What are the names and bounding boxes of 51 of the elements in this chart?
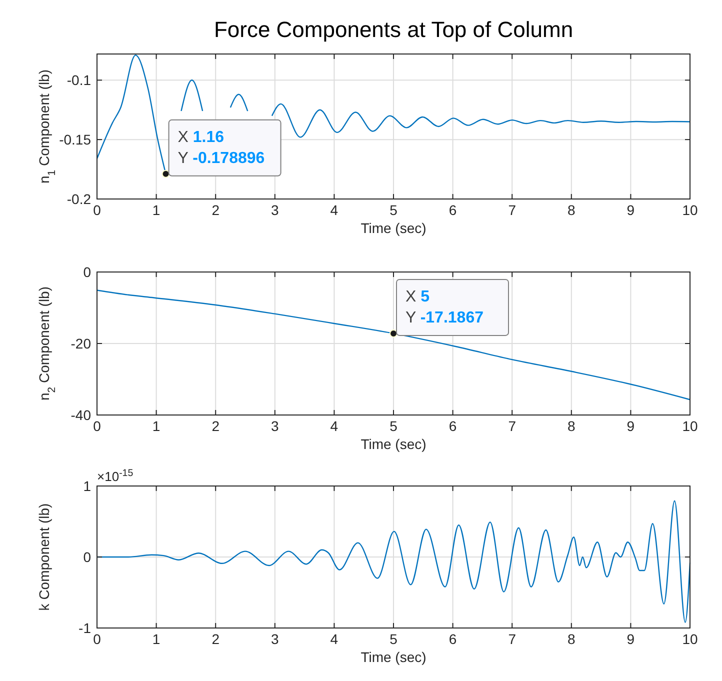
- y-tick-label: -40: [70, 407, 92, 423]
- x-tick-label: 7: [508, 631, 516, 647]
- x-tick-label: 5: [390, 202, 398, 218]
- y-tick-label: -0.1: [66, 72, 92, 88]
- y-tick-label: 0: [83, 549, 92, 565]
- x-tick-label: 4: [330, 631, 338, 647]
- line-series: [96, 290, 691, 400]
- x-tick-label: 10: [682, 631, 698, 647]
- x-tick-label: 8: [568, 202, 576, 218]
- x-tick-label: 6: [448, 418, 457, 434]
- x-tick-label: 0: [93, 202, 102, 218]
- x-tick-label: 2: [212, 631, 220, 647]
- x-tick-label: 8: [568, 418, 576, 434]
- x-axis-title: Time (sec): [360, 436, 426, 452]
- annotation: X 5 Y -17.1867: [406, 288, 484, 326]
- annotation: X 1.16 Y -0.178896: [178, 128, 265, 167]
- x-tick-label: 7: [508, 202, 516, 218]
- x-tick-label: 3: [271, 202, 279, 218]
- x-tick-label: 5: [390, 418, 398, 434]
- x-tick-label: 7: [508, 418, 516, 434]
- y-tick-label: -0.15: [59, 132, 92, 148]
- x-tick-label: 4: [330, 202, 338, 218]
- x-tick-label: 0: [93, 631, 102, 647]
- x-tick-label: 9: [626, 418, 635, 434]
- y-axis-title: k Component (lb): [36, 503, 52, 611]
- x-tick-label: 6: [448, 202, 457, 218]
- x-tick-label: 1: [152, 631, 160, 647]
- x-tick-label: 8: [568, 631, 576, 647]
- y-tick-label: -20: [70, 336, 92, 352]
- text: ×10$^{-15}$: [97, 468, 134, 484]
- x-axis-title: Time (sec): [360, 220, 426, 236]
- y-tick-label: 1: [83, 478, 92, 494]
- x-tick-label: 1: [152, 418, 160, 434]
- x-tick-label: 2: [212, 418, 220, 434]
- x-tick-label: 2: [212, 202, 220, 218]
- y-tick-label: 0: [83, 264, 92, 280]
- x-axis-title: Time (sec): [360, 649, 426, 665]
- x-tick-label: 3: [271, 418, 279, 434]
- x-tick-label: 9: [626, 202, 635, 218]
- y-tick-label: -1: [78, 620, 92, 636]
- x-tick-label: 0: [93, 418, 102, 434]
- x-tick-label: 5: [390, 631, 398, 647]
- x-tick-label: 10: [682, 202, 698, 218]
- x-tick-label: 4: [330, 418, 338, 434]
- x-tick-label: 6: [448, 631, 457, 647]
- chart-title: Force Components at Top of Column: [214, 17, 574, 42]
- y-tick-label: -0.2: [66, 191, 92, 207]
- x-tick-label: 3: [271, 631, 279, 647]
- x-tick-label: 10: [682, 418, 698, 434]
- x-tick-label: 9: [626, 631, 635, 647]
- x-tick-label: 1: [152, 202, 160, 218]
